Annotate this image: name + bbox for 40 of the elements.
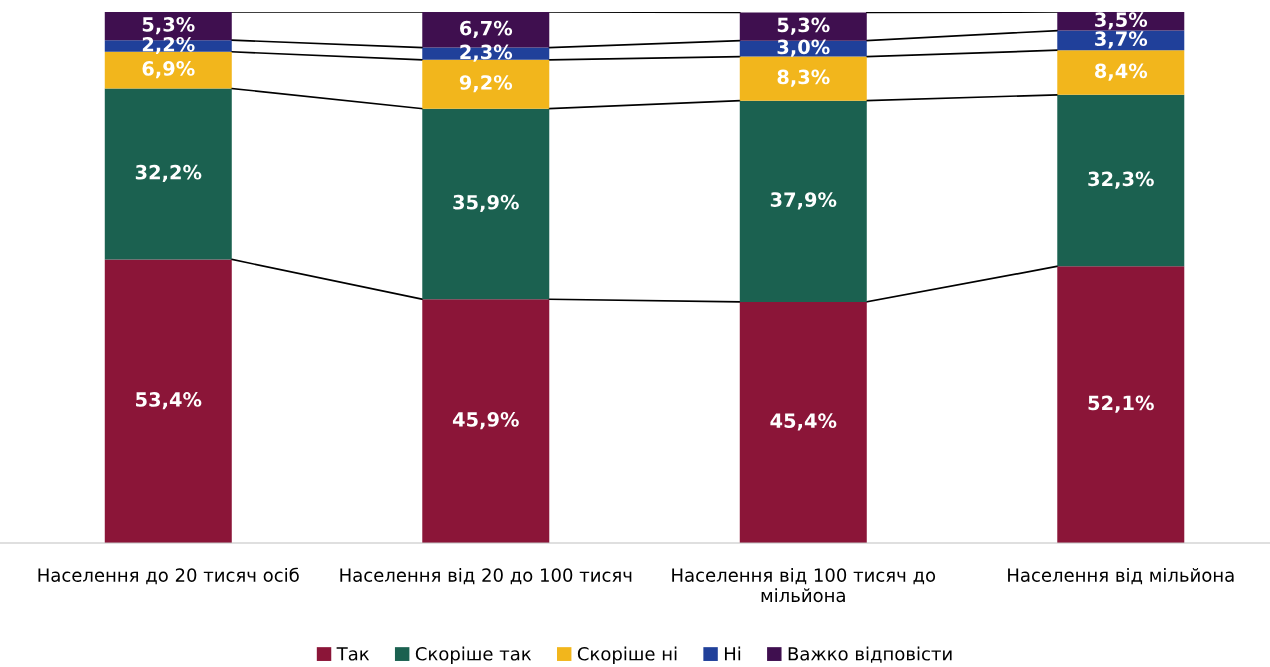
data-label: 6,7% bbox=[460, 20, 513, 38]
x-tick-label: Населення від мільйона bbox=[1008, 567, 1234, 585]
data-label: 45,9% bbox=[452, 412, 519, 430]
data-label: 9,2% bbox=[459, 75, 513, 93]
data-label: 37,9% bbox=[770, 192, 837, 210]
x-tick-label: Населення від 20 до 100 тисяч bbox=[340, 567, 632, 585]
data-label: 3,5% bbox=[1095, 12, 1148, 30]
bar bbox=[739, 100, 867, 302]
bar bbox=[1057, 94, 1185, 267]
bar bbox=[104, 88, 232, 260]
data-label: 2,2% bbox=[142, 36, 195, 55]
data-label: 35,9% bbox=[453, 194, 519, 213]
data-label: 8,4% bbox=[1095, 63, 1148, 81]
data-label: 45,4% bbox=[770, 413, 837, 431]
data-label: 3,0% bbox=[777, 39, 830, 57]
bar bbox=[739, 12, 867, 41]
x-tick-label: Населення від 100 тисяч до мільйона bbox=[672, 567, 936, 603]
bar bbox=[739, 301, 867, 543]
legend-label: Так bbox=[336, 647, 370, 661]
data-label: 5,3% bbox=[777, 17, 830, 35]
data-label: 6,9% bbox=[142, 61, 195, 79]
bar bbox=[739, 56, 867, 101]
data-label: 53,4% bbox=[136, 392, 202, 410]
data-label: 2,3% bbox=[460, 44, 513, 62]
bar bbox=[422, 299, 550, 543]
data-label: 3,7% bbox=[1095, 31, 1148, 49]
data-label: 8,3% bbox=[777, 69, 830, 87]
legend-label: Ні bbox=[724, 646, 741, 661]
legend-label: Важко відповісти bbox=[788, 646, 952, 663]
data-label: 5,3% bbox=[142, 17, 195, 35]
data-label: 32,2% bbox=[135, 164, 202, 183]
legend-label: Скоріше ні bbox=[577, 646, 677, 665]
bar bbox=[1057, 50, 1185, 95]
legend-label: Скоріше так bbox=[415, 646, 532, 665]
data-label: 52,1% bbox=[1088, 395, 1154, 413]
bar bbox=[422, 108, 550, 300]
bar bbox=[1057, 266, 1185, 543]
x-tick-label: Населення до 20 тисяч осіб bbox=[38, 567, 299, 585]
bar bbox=[104, 259, 232, 543]
data-label: 32,3% bbox=[1088, 171, 1154, 189]
